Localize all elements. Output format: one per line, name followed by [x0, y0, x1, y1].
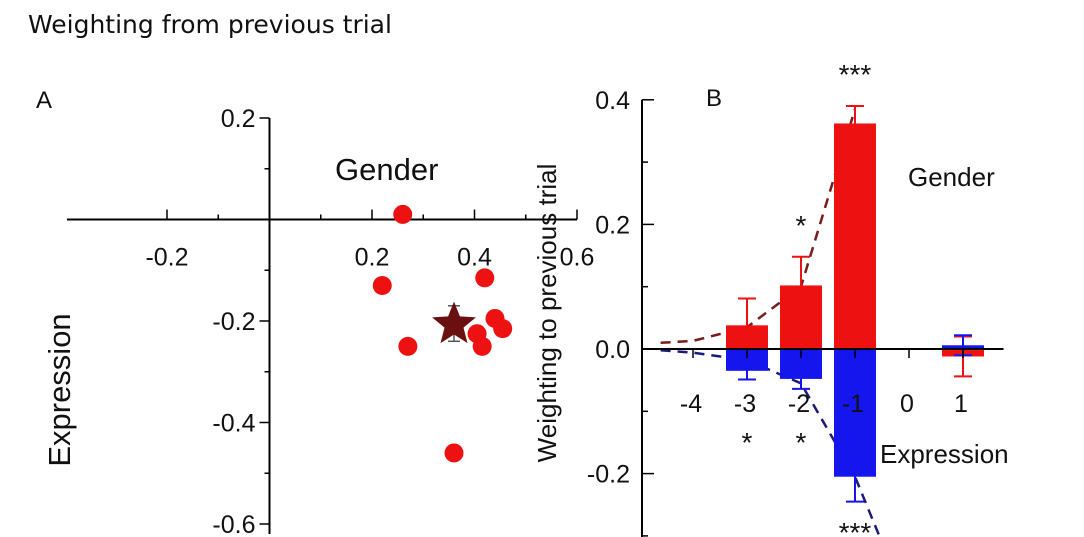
- x-tick-label: 1: [954, 390, 968, 418]
- y-axis-label-weighting: Weighting to previous trial: [532, 164, 562, 463]
- panel-label-a: A: [36, 87, 52, 114]
- panel-a-mean: [432, 301, 476, 344]
- fit-line-gender: [660, 108, 857, 345]
- x-tick-label: 0: [900, 390, 914, 418]
- y-tick-label: -0.2: [587, 461, 630, 489]
- mean-star: [432, 301, 476, 344]
- bar-expression: [726, 349, 768, 371]
- series-label-gender: Gender: [908, 162, 995, 192]
- y-tick-label: 0.4: [595, 87, 630, 115]
- y-axis-label-expression: Expression: [42, 313, 77, 466]
- x-tick-label: -1: [842, 390, 864, 418]
- x-tick-label: 0.4: [457, 244, 492, 272]
- scatter-point: [475, 268, 495, 288]
- scatter-point: [493, 319, 513, 339]
- x-tick-label: -4: [680, 390, 702, 418]
- figure-title: Weighting from previous trial: [28, 10, 392, 39]
- y-tick-label: 0.2: [221, 105, 256, 133]
- panel-a-points: [372, 204, 513, 463]
- panel-b-axes: [641, 99, 1004, 537]
- panel-b-significance: ***** ****: [742, 59, 872, 537]
- x-tick-label: 0.2: [355, 244, 390, 272]
- significance-label-gender: ***: [839, 59, 872, 90]
- y-tick-label: -0.6: [212, 511, 255, 537]
- significance-label-gender: *: [796, 210, 807, 241]
- scatter-point: [372, 275, 392, 295]
- panel-a-scatter: A Gender Expression -0.2 0.2 0.4 0.60.2-0.2…: [36, 87, 594, 537]
- fit-line-expression: [660, 348, 881, 537]
- scatter-point: [393, 204, 413, 224]
- panel-label-b: B: [706, 85, 722, 112]
- significance-label-expression: *: [742, 427, 753, 458]
- y-tick-label: 0.2: [595, 211, 630, 239]
- y-tick-label: -0.2: [212, 308, 255, 336]
- panel-b-bar: B Weighting to previous trial Gender Exp…: [532, 59, 1009, 537]
- panel-b-tick-labels: 0.4 0.2 0.0 -0.2 -4 -3 -2 -1 0 1: [587, 87, 968, 489]
- x-axis-label-gender: Gender: [335, 152, 438, 187]
- x-tick-label: -3: [734, 390, 756, 418]
- significance-label-expression: *: [796, 427, 807, 458]
- y-tick-label: 0.0: [595, 336, 630, 364]
- scatter-point: [444, 443, 464, 463]
- panel-a-tick-labels: -0.2 0.2 0.4 0.6 0.2 -0.2 -0.4 -0.6: [145, 105, 594, 537]
- x-tick-label: 0.6: [560, 244, 595, 272]
- panel-a-axes: [67, 117, 578, 534]
- scatter-point: [398, 336, 418, 356]
- series-label-expression: Expression: [880, 439, 1009, 469]
- x-tick-label: -2: [788, 390, 810, 418]
- panel-b-bars: [726, 105, 984, 503]
- bar-gender: [834, 123, 876, 349]
- scatter-point: [472, 336, 492, 356]
- y-tick-label: -0.4: [212, 410, 255, 438]
- x-tick-label: -0.2: [145, 244, 188, 272]
- significance-label-expression: ***: [839, 517, 872, 537]
